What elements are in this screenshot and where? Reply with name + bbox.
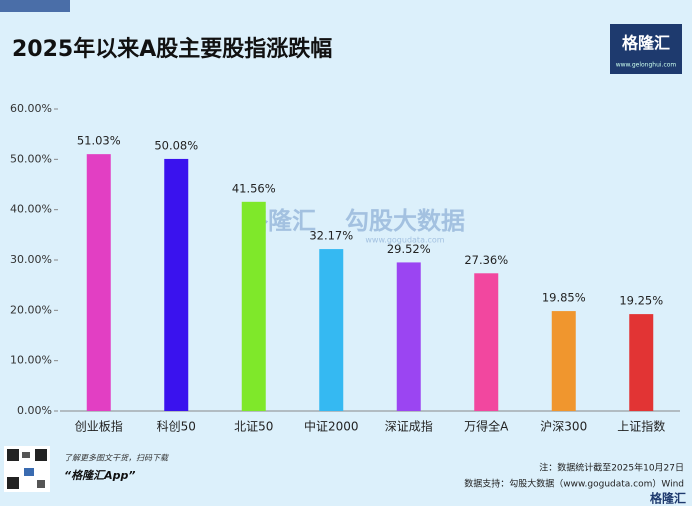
- footer-promo: 了解更多图文干货，扫码下载: [64, 454, 169, 463]
- value-label: 50.08%: [154, 138, 198, 152]
- bar: [164, 158, 189, 411]
- watermark-right: 勾股大数据: [345, 207, 465, 235]
- value-label: 51.03%: [77, 134, 121, 148]
- value-label: 41.56%: [232, 181, 276, 195]
- footer-note: 注：数据统计截至2025年10月27日: [539, 462, 684, 474]
- y-tick-label: 10.00%: [10, 354, 52, 367]
- bar: [396, 262, 421, 411]
- header-accent: [0, 0, 70, 12]
- watermark-url: www.gogudata.com: [365, 236, 444, 245]
- y-tick-label: 0.00%: [17, 404, 52, 417]
- bar: [629, 314, 654, 411]
- bar: [241, 201, 266, 411]
- x-tick-label: 深证成指: [385, 419, 433, 434]
- value-label: 19.85%: [542, 291, 586, 305]
- bar: [474, 273, 499, 411]
- footer-source: 数据支持：勾股大数据（www.gogudata.com）Wind: [464, 478, 684, 490]
- x-tick-label: 创业板指: [75, 419, 123, 434]
- bar: [319, 249, 344, 411]
- y-tick-label: 20.00%: [10, 303, 52, 316]
- value-label: 27.36%: [464, 253, 508, 267]
- footer-app: “格隆汇App”: [64, 469, 135, 482]
- bar: [551, 311, 576, 411]
- x-tick-label: 万得全A: [464, 419, 509, 434]
- logo-box: [610, 24, 682, 74]
- value-label: 32.17%: [309, 229, 353, 243]
- chart-title: 2025年以来A股主要股指涨跌幅: [12, 36, 332, 62]
- x-tick-label: 沪深300: [540, 420, 587, 434]
- value-label: 19.25%: [619, 294, 663, 308]
- logo-name: 格隆汇: [622, 34, 670, 53]
- value-label: 29.52%: [387, 242, 431, 256]
- bar: [86, 154, 111, 412]
- y-tick-label: 50.00%: [10, 152, 52, 165]
- x-tick-label: 中证2000: [304, 419, 359, 434]
- x-tick-label: 上证指数: [617, 419, 665, 434]
- footer-brand: 格隆汇: [650, 491, 686, 506]
- y-tick-label: 40.00%: [10, 203, 52, 216]
- x-tick-label: 北证50: [234, 420, 273, 434]
- qr-code: [4, 446, 50, 492]
- y-tick-label: 30.00%: [10, 253, 52, 266]
- y-tick-label: 60.00%: [10, 102, 52, 115]
- logo-url: www.gelonghui.com: [616, 62, 677, 69]
- x-tick-label: 科创50: [157, 420, 196, 434]
